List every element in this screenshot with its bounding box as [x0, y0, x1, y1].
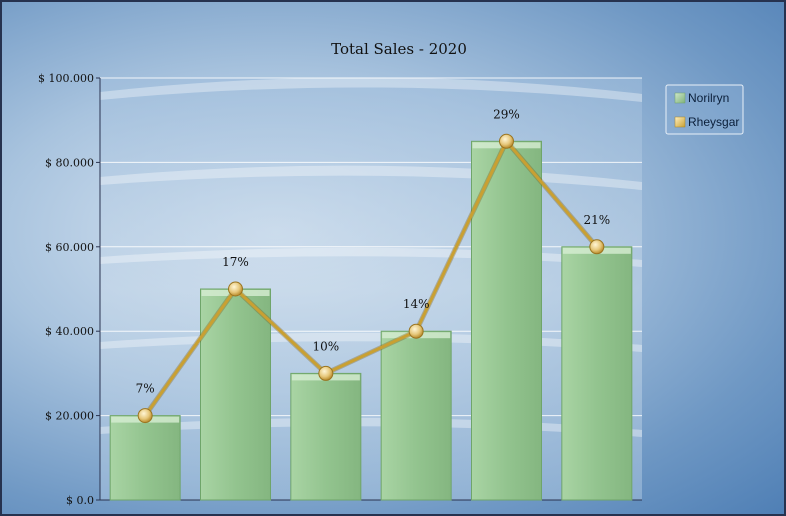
y-tick-label: $ 40.000 — [45, 325, 94, 338]
data-label: 7% — [136, 382, 155, 396]
y-tick-label: $ 20.000 — [45, 410, 94, 423]
bar — [561, 246, 633, 501]
plot-area — [100, 78, 642, 500]
y-tick-label: $ 80.000 — [45, 156, 94, 169]
line-point — [408, 323, 424, 339]
data-label: 21% — [583, 213, 610, 227]
gridlines — [100, 77, 642, 417]
legend: Norilryn Rheysgar — [665, 84, 744, 135]
line-point — [499, 133, 514, 149]
line-point — [137, 408, 153, 424]
bar — [290, 372, 362, 501]
data-label: 14% — [403, 297, 430, 311]
series-line — [143, 139, 598, 417]
data-label: 29% — [493, 107, 520, 121]
legend-swatch-rheysgar — [674, 116, 686, 128]
bar-series — [109, 140, 633, 501]
chart-title: Total Sales - 2020 — [331, 40, 467, 58]
data-label: 10% — [312, 339, 339, 353]
y-axis-ticks: $ 0.0 $ 20.000 $ 40.000 $ 60.000 $ 80.000 $ 1… — [38, 72, 100, 507]
data-label: 17% — [222, 255, 249, 269]
bar — [109, 415, 181, 501]
bar — [380, 330, 452, 501]
legend-swatch-norilryn — [674, 92, 686, 104]
line-point — [228, 281, 243, 297]
line-point — [589, 239, 605, 255]
y-tick-label: $ 0.0 — [66, 494, 94, 507]
line-point — [318, 365, 334, 381]
y-tick-label: $ 60.000 — [45, 241, 94, 254]
line-series — [137, 133, 605, 424]
legend-label-norilryn: Norilryn — [688, 91, 729, 105]
legend-label-rheysgar: Rheysgar — [688, 115, 739, 129]
y-tick-label: $ 100.000 — [38, 72, 94, 85]
data-labels: 7% 17% 10% 14% 29% 21% — [136, 107, 611, 395]
